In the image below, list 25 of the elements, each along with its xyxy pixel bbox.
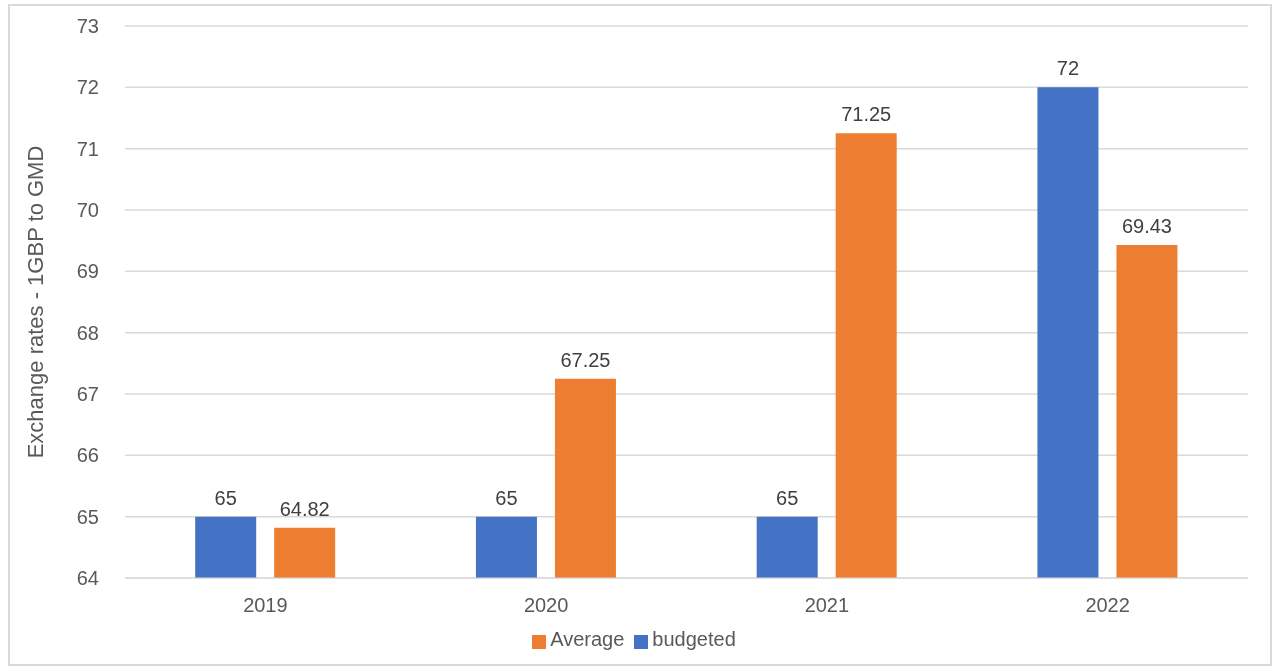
x-tick-label: 2020 bbox=[523, 594, 569, 617]
x-tick-label: 2019 bbox=[243, 594, 288, 617]
data-label: 69.43 bbox=[1121, 214, 1172, 237]
y-tick-label: 71 bbox=[76, 137, 99, 160]
x-tick-label: 2021 bbox=[804, 594, 850, 617]
y-axis-title: Exchange rates - 1GBP to GMD bbox=[22, 145, 48, 459]
y-tick-label: 68 bbox=[76, 321, 99, 344]
data-label: 65 bbox=[214, 486, 237, 509]
y-tick-label: 64 bbox=[76, 567, 99, 590]
y-tick-label: 70 bbox=[76, 199, 99, 222]
y-tick-label: 65 bbox=[76, 505, 99, 528]
legend-label: Average bbox=[550, 628, 625, 650]
data-label: 67.25 bbox=[560, 348, 611, 371]
y-tick-label: 67 bbox=[76, 383, 99, 406]
x-tick-label: 2022 bbox=[1085, 594, 1130, 617]
data-label: 71.25 bbox=[841, 103, 892, 126]
y-tick-label: 69 bbox=[76, 260, 99, 283]
data-label: 64.82 bbox=[279, 497, 330, 520]
y-tick-label: 66 bbox=[76, 444, 99, 467]
y-tick-label: 72 bbox=[76, 76, 99, 99]
data-label: 65 bbox=[495, 486, 518, 509]
data-label: 65 bbox=[776, 486, 799, 509]
legend-label: budgeted bbox=[652, 628, 736, 650]
data-label: 72 bbox=[1056, 57, 1080, 80]
y-tick-label: 73 bbox=[76, 15, 99, 38]
